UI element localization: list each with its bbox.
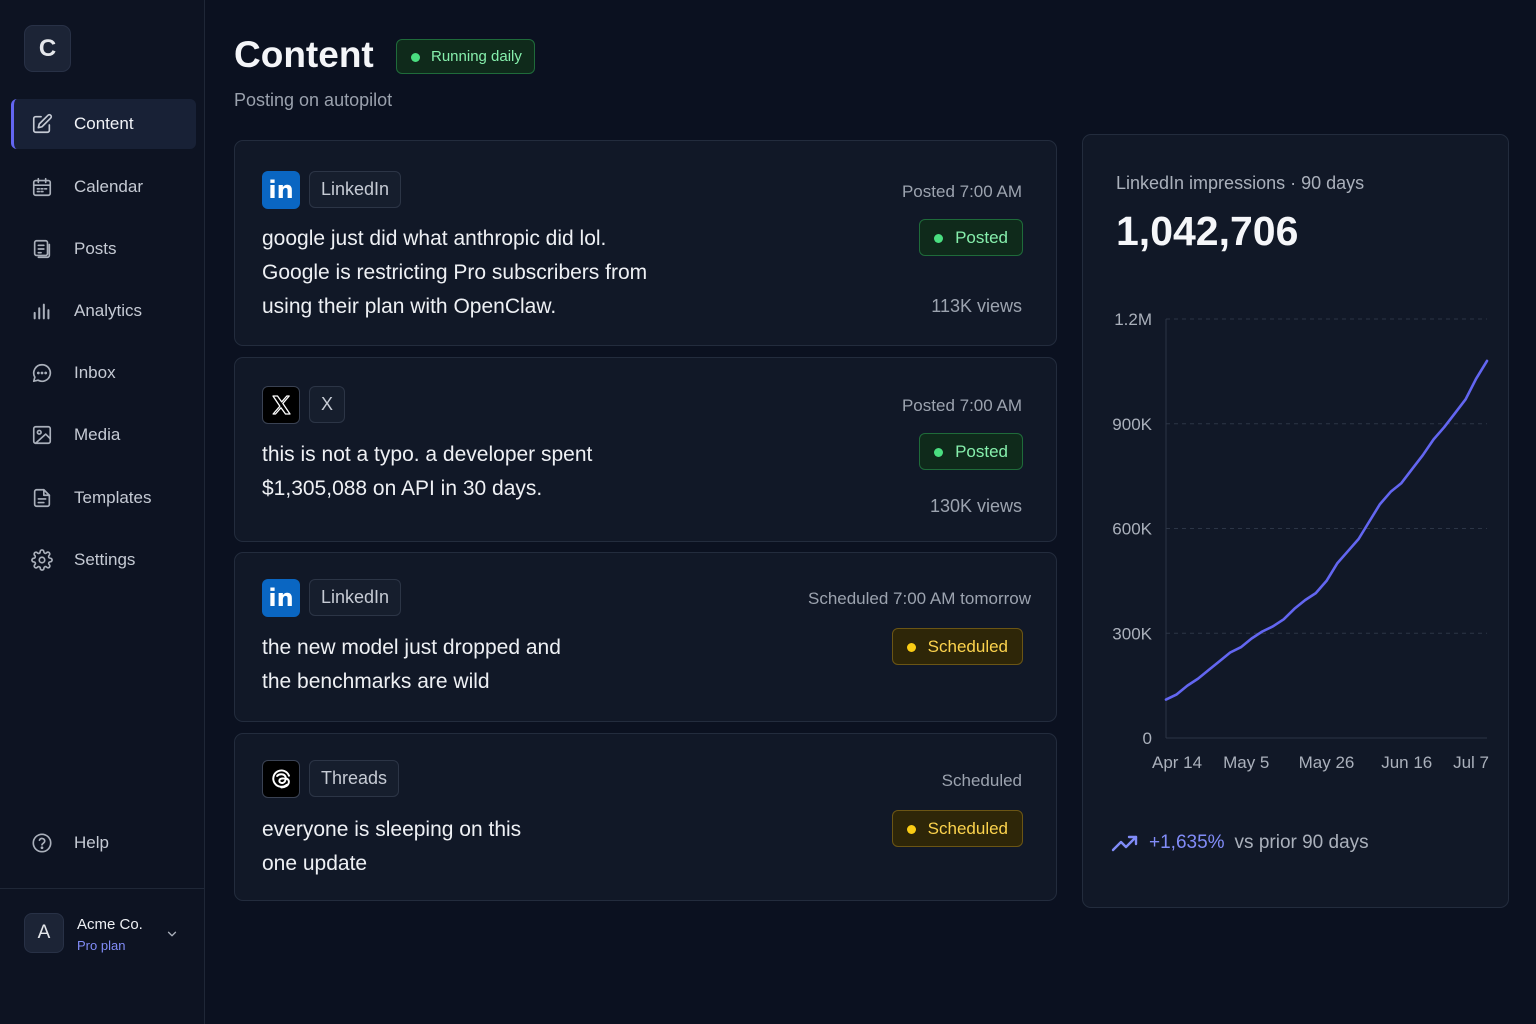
status-label: Posted	[955, 227, 1008, 247]
x-tick-label: May 26	[1299, 753, 1355, 772]
status-badge: Scheduled	[891, 810, 1023, 847]
trend-label: vs prior 90 days	[1234, 832, 1369, 853]
post-time: Posted 7:00 AM	[901, 396, 1022, 415]
y-tick-label: 600K	[1112, 520, 1152, 539]
help-icon	[32, 833, 52, 853]
y-tick-label: 900K	[1112, 415, 1152, 434]
platform-tag: Threads	[309, 760, 400, 797]
gear-icon	[31, 549, 53, 571]
x-tick-label: Apr 14	[1152, 753, 1202, 772]
sidebar-item-inbox[interactable]: Inbox	[11, 348, 196, 398]
posts-icon	[33, 239, 51, 259]
calendar-icon	[32, 177, 52, 197]
sidebar-item-media[interactable]: Media	[11, 410, 196, 460]
impressions-card: LinkedIn impressions · 90 days 1,042,706…	[1082, 134, 1509, 908]
sidebar-item-content[interactable]: Content	[11, 99, 196, 149]
chat-icon	[32, 363, 52, 383]
status-dot	[906, 825, 916, 834]
y-tick-label: 300K	[1112, 624, 1152, 643]
y-tick-label: 1.2M	[1114, 310, 1152, 329]
account-switcher[interactable]: A Acme Co. Pro plan	[24, 913, 189, 955]
sidebar-item-label: Content	[74, 114, 134, 133]
app-logo[interactable]: C	[24, 25, 71, 72]
sidebar-item-settings[interactable]: Settings	[11, 535, 196, 585]
running-status-badge: Running daily	[396, 39, 535, 74]
status-dot	[906, 643, 916, 652]
running-status-label: Running daily	[431, 48, 522, 65]
x-tick-label: Jun 16	[1381, 753, 1432, 772]
edit-icon	[32, 113, 53, 134]
impressions-total: 1,042,706	[1116, 208, 1299, 254]
sidebar-divider	[0, 888, 205, 889]
logo-letter: C	[38, 34, 57, 62]
post-card[interactable]: Threads Scheduled everyone is sleeping o…	[234, 733, 1057, 901]
page-title: Content	[234, 34, 374, 75]
sidebar-item-label: Calendar	[74, 177, 143, 196]
sidebar-item-label: Analytics	[74, 301, 143, 320]
impressions-title: LinkedIn impressions · 90 days	[1116, 173, 1365, 193]
series-line	[1164, 359, 1489, 701]
sidebar-item-label: Posts	[74, 239, 117, 258]
post-text: the new model just dropped and the bench…	[262, 636, 561, 693]
status-badge: Scheduled	[891, 628, 1023, 665]
linkedin-icon: in	[262, 579, 300, 617]
status-dot	[934, 234, 944, 243]
trending-up-icon	[1111, 835, 1138, 852]
status-label: Scheduled	[927, 818, 1008, 838]
platform-tag: LinkedIn	[309, 171, 402, 208]
trend-summary: +1,635% vs prior 90 days	[1111, 829, 1369, 857]
post-card[interactable]: X Posted 7:00 AM this is not a typo. a d…	[234, 357, 1057, 542]
post-card[interactable]: in LinkedIn Posted 7:00 AM google just d…	[234, 140, 1057, 346]
threads-icon	[262, 760, 300, 798]
sidebar-item-label: Settings	[74, 550, 136, 569]
status-badge: Posted	[919, 433, 1023, 470]
bar-chart-icon	[33, 303, 50, 320]
status-label: Scheduled	[927, 636, 1008, 656]
chevron-down-icon	[167, 931, 177, 937]
status-badge: Posted	[919, 219, 1023, 256]
impressions-chart: 0 300K 600K 900K 1.2M Apr 14 May 5 May 26 Jun 16…	[1112, 310, 1489, 772]
sidebar-item-posts[interactable]: Posts	[11, 224, 196, 274]
sidebar-item-label: Templates	[74, 488, 152, 507]
post-text: this is not a typo. a developer spent $1…	[262, 443, 593, 500]
account-plan: Pro plan	[77, 938, 126, 953]
avatar-initial: A	[37, 922, 51, 943]
sidebar-item-calendar[interactable]: Calendar	[11, 162, 196, 212]
view-count: 113K views	[931, 296, 1022, 316]
post-time: Scheduled	[941, 771, 1022, 790]
sidebar-item-templates[interactable]: Templates	[11, 473, 196, 523]
avatar: A	[24, 913, 64, 953]
sidebar-item-help[interactable]: Help	[11, 818, 196, 868]
y-tick-label: 0	[1143, 729, 1152, 748]
sidebar-item-label: Help	[74, 833, 109, 852]
post-time: Scheduled 7:00 AM tomorrow	[807, 589, 1031, 608]
status-dot	[934, 448, 944, 457]
view-count: 130K views	[929, 496, 1022, 516]
sidebar-item-analytics[interactable]: Analytics	[11, 286, 196, 336]
linkedin-icon: in	[262, 171, 300, 209]
status-dot	[411, 53, 420, 62]
post-card[interactable]: in LinkedIn Scheduled 7:00 AM tomorrow t…	[234, 552, 1057, 722]
page-subtitle: Posting on autopilot	[234, 90, 393, 110]
trend-value: +1,635%	[1149, 832, 1225, 853]
sidebar-item-label: Media	[74, 425, 121, 444]
image-icon	[32, 425, 52, 445]
x-icon	[262, 386, 300, 424]
platform-tag: X	[309, 386, 346, 423]
x-tick-label: Jul 7	[1453, 753, 1489, 772]
x-tick-label: May 5	[1223, 753, 1269, 772]
post-text: everyone is sleeping on this one update	[262, 818, 522, 875]
sidebar-item-label: Inbox	[74, 363, 116, 382]
document-icon	[33, 488, 51, 508]
status-label: Posted	[955, 441, 1008, 461]
account-name: Acme Co.	[77, 916, 143, 933]
platform-tag: LinkedIn	[309, 579, 402, 616]
post-time: Posted 7:00 AM	[901, 182, 1022, 201]
post-text: google just did what anthropic did lol. …	[262, 227, 648, 318]
sidebar: C Content Calendar Posts Analytics Inbox…	[0, 0, 205, 1024]
